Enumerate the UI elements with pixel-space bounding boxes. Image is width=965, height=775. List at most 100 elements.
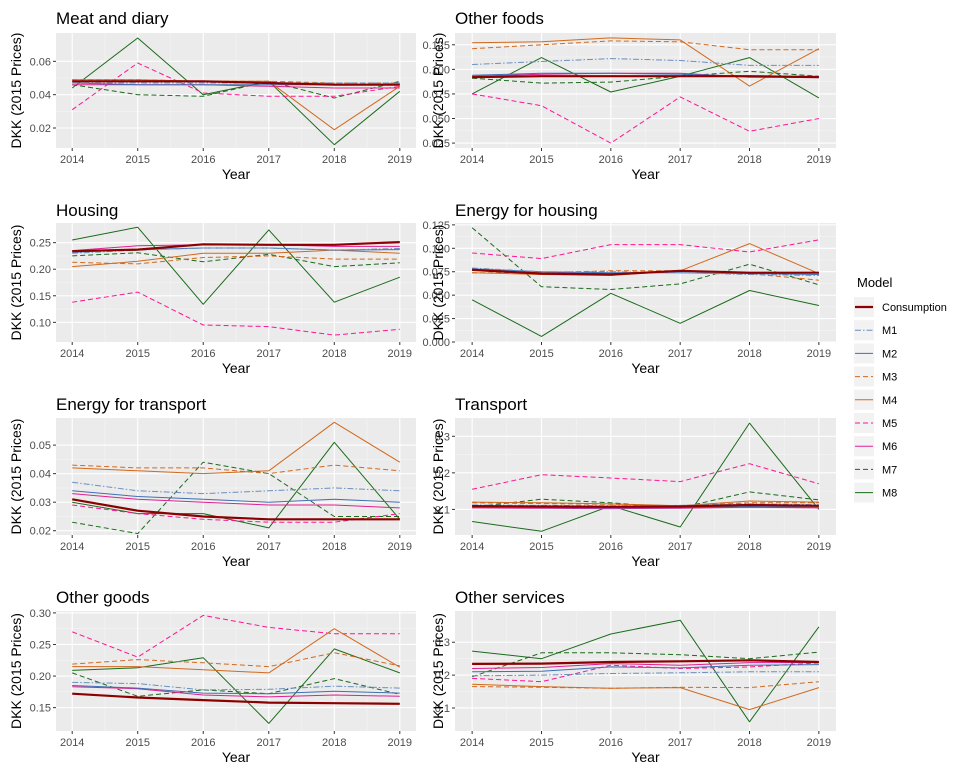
series-line-m3	[72, 464, 400, 475]
legend-label: M5	[882, 418, 897, 430]
series-line-m8	[72, 648, 400, 724]
series-line-m3	[72, 652, 400, 668]
series-line-m8	[472, 422, 820, 532]
x-tick-label: 2016	[191, 348, 215, 360]
series-line-m7	[472, 70, 819, 84]
y-tick-label: 0.02	[30, 123, 51, 135]
series-line-m2	[472, 664, 819, 673]
y-axis-label: DKK (2015 Prices)	[430, 419, 446, 535]
panel-title: Meat and diary	[56, 9, 169, 28]
panel-5: 2014 2015 2016 2017 2018 2019 0.1 0.2 0.3 Transpo…	[430, 395, 836, 569]
x-tick-label: 2015	[529, 541, 553, 553]
panel-title: Housing	[56, 201, 118, 220]
series-line-m7	[72, 252, 400, 268]
series-line-m6	[72, 686, 400, 698]
y-tick-label: 0.3	[435, 637, 450, 649]
x-tick-label: 2015	[529, 348, 553, 360]
series-line-consumption	[472, 659, 819, 666]
x-tick-label: 2016	[191, 541, 215, 553]
y-tick-label: 0.30	[30, 608, 51, 620]
x-tick-label: 2018	[737, 541, 761, 553]
legend-item-m2: M2	[854, 343, 897, 364]
y-tick-label: 0.3	[435, 431, 450, 443]
legend-label: M2	[882, 348, 897, 360]
x-tick-label: 2016	[599, 737, 623, 749]
panel-3: 2014 2015 2016 2017 2018 2019 0.000 0.025 0.050 0…	[422, 201, 836, 376]
legend-item-m6: M6	[854, 436, 897, 457]
series-line-consumption	[472, 503, 819, 508]
x-axis-label: Year	[631, 360, 660, 376]
y-tick-label: 0.1	[435, 703, 450, 715]
series-line-m7	[472, 491, 819, 509]
series-line-m6	[472, 506, 819, 510]
y-tick-label: 0.125	[422, 40, 450, 52]
y-tick-label: 0.05	[30, 440, 51, 452]
y-tick-label: 0.025	[422, 138, 450, 150]
y-tick-label: 0.1	[435, 504, 450, 516]
legend-label: Consumption	[882, 302, 947, 314]
gridlines	[455, 33, 836, 148]
series-line-m4	[72, 249, 400, 268]
y-tick-label: 0.050	[422, 114, 450, 126]
x-tick-label: 2016	[599, 348, 623, 360]
series-line-m4	[472, 683, 820, 711]
series-line-m5	[72, 614, 400, 658]
series-line-m3	[472, 502, 819, 507]
legend-label: M3	[882, 372, 897, 384]
series-line-m4	[72, 421, 401, 475]
series-line-m2	[72, 685, 400, 695]
x-tick-label: 2014	[460, 154, 484, 166]
x-tick-label: 2015	[529, 737, 553, 749]
gridlines	[56, 418, 416, 535]
x-tick-label: 2015	[125, 154, 149, 166]
y-tick-label: 0.15	[30, 703, 51, 715]
legend-item-consumption: Consumption	[854, 297, 947, 317]
x-tick-label: 2017	[668, 737, 692, 749]
y-axis-label: DKK (2015 Prices)	[8, 419, 24, 535]
x-tick-label: 2018	[737, 348, 761, 360]
y-tick-label: 0.02	[30, 526, 51, 538]
y-tick-label: 0.04	[30, 90, 51, 102]
x-tick-label: 2014	[60, 154, 84, 166]
series-line-m1	[72, 481, 400, 495]
x-tick-label: 2017	[668, 348, 692, 360]
gridlines	[455, 223, 836, 343]
y-tick-label: 0.04	[30, 469, 51, 481]
x-tick-label: 2019	[388, 154, 412, 166]
x-tick-label: 2015	[125, 541, 149, 553]
panel-7: 2014 2015 2016 2017 2018 2019 0.1 0.2 0.3 Other s…	[430, 588, 836, 765]
x-tick-label: 2017	[668, 154, 692, 166]
x-tick-label: 2019	[807, 154, 831, 166]
x-tick-label: 2014	[460, 541, 484, 553]
series-line-m6	[472, 662, 819, 669]
x-tick-label: 2019	[388, 737, 412, 749]
y-tick-label: 0.25	[30, 238, 51, 250]
x-tick-label: 2017	[257, 737, 281, 749]
y-tick-label: 0.075	[422, 267, 450, 279]
series-line-m1	[72, 681, 400, 691]
x-tick-label: 2014	[60, 541, 84, 553]
series-line-m8	[71, 37, 401, 146]
x-axis-label: Year	[222, 166, 251, 182]
y-tick-label: 0.15	[30, 291, 51, 303]
x-tick-label: 2017	[668, 541, 692, 553]
x-tick-label: 2017	[257, 348, 281, 360]
y-tick-label: 0.100	[422, 64, 450, 76]
legend-label: M4	[882, 395, 897, 407]
panel-title: Other goods	[56, 588, 150, 607]
x-tick-label: 2014	[460, 737, 484, 749]
x-tick-label: 2018	[322, 541, 346, 553]
y-axis-label: DKK (2015 Prices)	[430, 613, 446, 729]
x-tick-label: 2014	[60, 348, 84, 360]
series-line-m5	[72, 291, 400, 336]
series-line-m8	[471, 290, 820, 337]
panel-4: 2014 2015 2016 2017 2018 2019 0.02 0.03 0.04 0.05…	[8, 395, 416, 569]
series-line-m2	[72, 490, 400, 503]
series-line-m4	[472, 37, 820, 87]
x-tick-label: 2017	[257, 154, 281, 166]
legend: Model Consumption M1 M2 M3 M4 M5 M6 M7 M8	[854, 275, 947, 503]
x-tick-label: 2014	[60, 737, 84, 749]
gridlines	[455, 418, 836, 535]
panel-title: Energy for housing	[455, 201, 598, 220]
gridlines	[455, 611, 836, 731]
